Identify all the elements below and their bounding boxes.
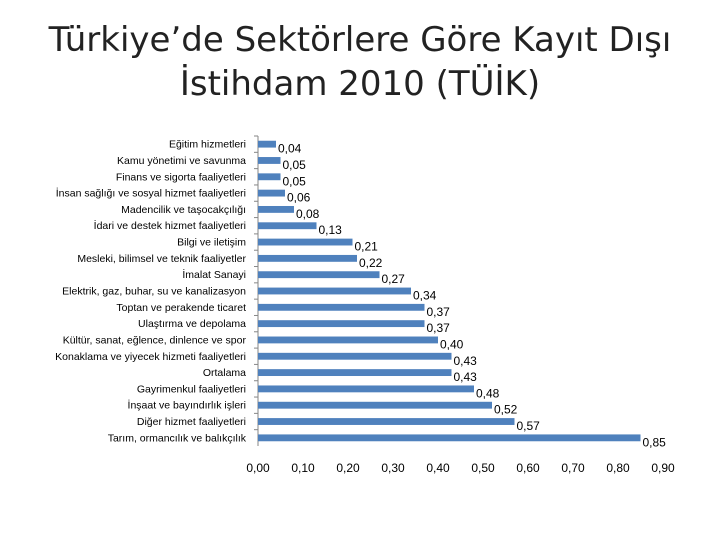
- category-label: Eğitim hizmetleri: [169, 139, 246, 151]
- bar: [258, 254, 357, 262]
- bar: [258, 401, 492, 409]
- value-label: 0,05: [283, 158, 307, 172]
- bar: [258, 271, 380, 279]
- bar: [258, 287, 411, 295]
- bar: [258, 385, 474, 393]
- value-label: 0,27: [382, 272, 406, 286]
- x-tick-label: 0,30: [381, 461, 405, 475]
- value-label: 0,08: [296, 207, 320, 221]
- bar: [258, 303, 425, 311]
- value-label: 0,22: [359, 256, 383, 270]
- value-label: 0,13: [319, 223, 343, 237]
- x-tick-label: 0,10: [291, 461, 315, 475]
- value-label: 0,43: [454, 354, 478, 368]
- category-label: İdari ve destek hizmet faaliyetleri: [94, 219, 246, 232]
- value-label: 0,05: [283, 174, 307, 188]
- bar: [258, 369, 452, 377]
- bar: [258, 238, 353, 246]
- category-label: Ulaştırma ve depolama: [138, 318, 246, 330]
- bar: [258, 189, 285, 197]
- category-label: Toptan ve perakende ticaret: [116, 302, 246, 314]
- bar: [258, 222, 317, 230]
- category-label: Gayrimenkul faaliyetleri: [137, 383, 246, 395]
- bar: [258, 173, 281, 181]
- value-label: 0,48: [476, 386, 500, 400]
- x-tick-label: 0,70: [561, 461, 585, 475]
- bar: [258, 418, 515, 425]
- category-label: Diğer hizmet faaliyetleri: [137, 416, 246, 428]
- value-label: 0,37: [427, 321, 451, 335]
- category-label: Madencilik ve taşocakçılığı: [121, 204, 246, 216]
- chart-title-line-1: Türkiye’de Sektörlere Göre Kayıt Dışı: [48, 20, 672, 60]
- bar: [258, 352, 452, 360]
- bar: [258, 157, 281, 164]
- bar: [258, 434, 641, 442]
- category-label: Kamu yönetimi ve savunma: [117, 155, 246, 167]
- x-tick-label: 0,60: [516, 461, 540, 475]
- chart-title-line-2: İstihdam 2010 (TÜİK): [179, 64, 541, 104]
- category-label: Finans ve sigorta faaliyetleri: [116, 171, 246, 183]
- value-label: 0,37: [427, 305, 451, 319]
- x-tick-label: 0,50: [471, 461, 495, 475]
- bar: [258, 205, 294, 213]
- chart-title: Türkiye’de Sektörlere Göre Kayıt Dışı İs…: [0, 18, 720, 106]
- value-label: 0,57: [517, 419, 541, 433]
- x-tick-label: 0,00: [246, 461, 270, 475]
- category-label: İnşaat ve bayındırlık işleri: [128, 399, 246, 412]
- category-label: Tarım, ormancılık ve balıkçılık: [108, 432, 247, 444]
- value-label: 0,85: [643, 435, 667, 449]
- bar: [258, 336, 438, 344]
- category-label: Elektrik, gaz, buhar, su ve kanalizasyon: [62, 286, 246, 298]
- category-label: Bilgi ve iletişim: [177, 237, 246, 249]
- category-label: İnsan sağlığı ve sosyal hizmet faaliyetl…: [56, 187, 246, 200]
- value-label: 0,06: [287, 191, 311, 205]
- value-label: 0,04: [278, 142, 302, 156]
- category-label: Kültür, sanat, eğlence, dinlence ve spor: [63, 334, 247, 346]
- x-tick-label: 0,90: [651, 461, 675, 475]
- category-label: İmalat Sanayi: [182, 268, 246, 281]
- category-label: Konaklama ve yiyecek hizmeti faaliyetler…: [55, 351, 246, 363]
- x-tick-label: 0,20: [336, 461, 360, 475]
- value-label: 0,21: [355, 240, 379, 254]
- bar: [258, 320, 425, 328]
- category-label: Ortalama: [203, 367, 246, 379]
- category-label: Mesleki, bilimsel ve teknik faaliyetler: [77, 253, 246, 265]
- value-label: 0,34: [413, 289, 437, 303]
- value-label: 0,52: [494, 403, 518, 417]
- value-label: 0,43: [454, 370, 478, 384]
- bar: [258, 140, 276, 148]
- value-label: 0,40: [440, 337, 464, 351]
- x-tick-label: 0,80: [606, 461, 630, 475]
- x-tick-label: 0,40: [426, 461, 450, 475]
